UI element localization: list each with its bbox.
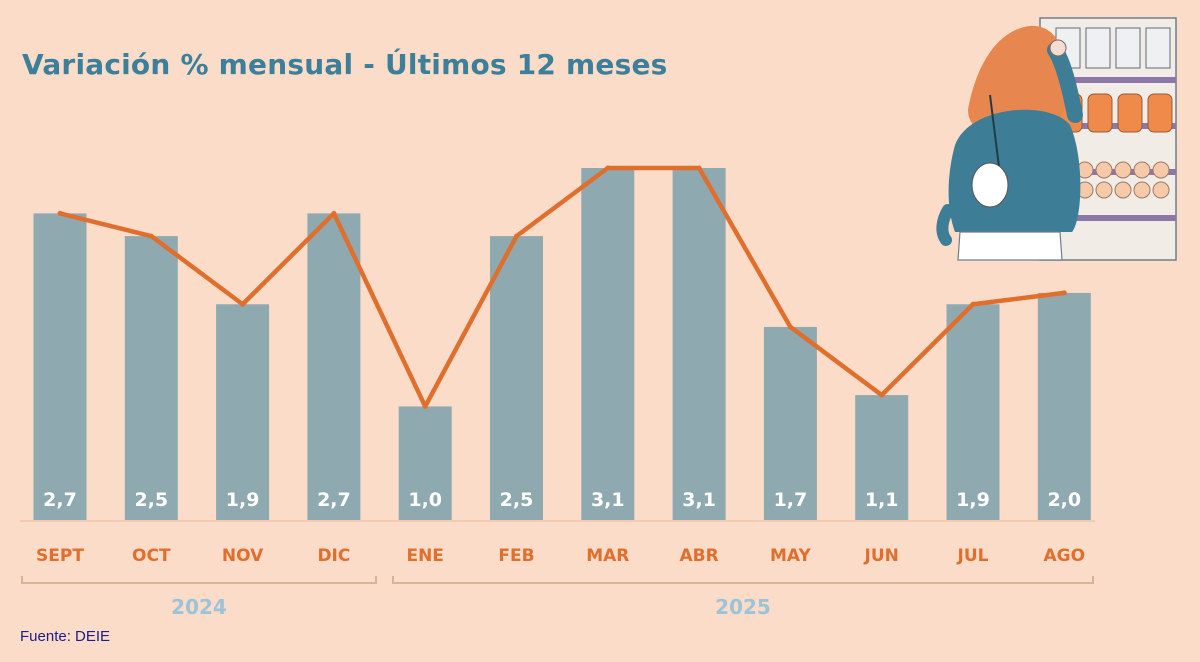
trend-point-abr [696, 165, 702, 171]
bar-may [763, 326, 817, 520]
bar-ago [1037, 292, 1091, 520]
bar-abr [672, 168, 726, 520]
product-fruit [1095, 161, 1113, 179]
trend-point-mar [605, 165, 611, 171]
source-note: Fuente: DEIE [20, 628, 111, 645]
product-fruit [1095, 181, 1113, 199]
trend-point-jul [970, 301, 976, 307]
value-label-oct: 2,5 [134, 489, 168, 511]
trend-point-may [787, 324, 793, 330]
trend-point-ago [1061, 290, 1067, 296]
category-axis: SEPT OCT NOV DIC ENE FEB MAR ABR MAY JUN JUL AGO [36, 546, 1085, 566]
value-label-jun: 1,1 [865, 489, 899, 511]
product-bottle [1147, 93, 1173, 133]
value-label-mar: 3,1 [591, 489, 625, 511]
product-fruit [1152, 161, 1170, 179]
product-box [1145, 27, 1171, 69]
tick-label-nov: NOV [222, 546, 264, 566]
bar-nov [216, 304, 270, 520]
woman-jacket [948, 109, 1081, 232]
tick-label-feb: FEB [498, 546, 534, 566]
bar-sept [33, 213, 87, 520]
bar-oct [124, 236, 178, 520]
trend-point-oct [148, 233, 154, 239]
tick-label-oct: OCT [132, 546, 171, 566]
tick-label-ene: ENE [406, 546, 443, 566]
product-fruit [1114, 161, 1132, 179]
chart-title: Variación % mensual - Últimos 12 meses [22, 48, 668, 81]
year-groups: 2024 2025 [21, 576, 1094, 619]
bar-dic [307, 213, 361, 520]
bars [20, 168, 1095, 522]
value-label-jul: 1,9 [956, 489, 990, 511]
trend-point-feb [514, 233, 519, 239]
value-labels: 2,7 2,5 1,9 2,7 1,0 2,5 3,1 3,1 1,7 1,1 1,9 2,0 [43, 489, 1081, 511]
tick-label-mar: MAR [586, 546, 629, 566]
shopping-bag [971, 162, 1009, 208]
trend-point-nov [240, 301, 246, 307]
tick-label-abr: ABR [679, 546, 718, 566]
bag-strap [989, 94, 1001, 176]
value-label-nov: 1,9 [226, 489, 260, 511]
tick-label-jun: JUN [864, 546, 899, 566]
bar-ene [398, 406, 452, 520]
bar-jul [946, 304, 1000, 520]
tick-label-dic: DIC [317, 546, 350, 566]
year-bracket-2025 [392, 576, 1094, 584]
product-bottle [1087, 93, 1113, 133]
value-label-abr: 3,1 [682, 489, 716, 511]
trend-line-path [57, 165, 1067, 409]
product-bottle [1117, 93, 1143, 133]
product-fruit [1133, 161, 1151, 179]
bar-feb [490, 236, 543, 520]
tick-label-ago: AGO [1044, 546, 1086, 566]
tick-label-jul: JUL [957, 546, 989, 566]
product-fruit [1133, 181, 1151, 199]
value-label-may: 1,7 [774, 489, 808, 511]
woman-shopping-illustration [936, 17, 1177, 261]
trend-point-dic [331, 210, 337, 216]
product-box [1115, 27, 1141, 69]
woman-arm-left [936, 204, 954, 246]
value-label-dic: 2,7 [317, 489, 351, 511]
tick-label-may: MAY [770, 546, 811, 566]
bar-jun [855, 395, 909, 520]
year-label-2025: 2025 [715, 595, 771, 619]
value-label-ago: 2,0 [1047, 489, 1081, 511]
tick-label-sept: SEPT [36, 546, 84, 566]
woman-pants [957, 231, 1063, 261]
product-fruit [1114, 181, 1132, 199]
product-fruit [1152, 181, 1170, 199]
value-label-sept: 2,7 [43, 489, 77, 511]
value-label-ene: 1,0 [408, 489, 442, 511]
trend-point-jun [879, 392, 885, 398]
trend-point-ene [422, 403, 428, 409]
trend-point-sept [57, 210, 63, 216]
trend-line [57, 165, 1067, 409]
bar-mar [581, 168, 635, 520]
woman-hand [1049, 39, 1067, 57]
value-label-feb: 2,5 [500, 489, 534, 511]
product-box [1085, 27, 1111, 69]
year-bracket-2024 [21, 576, 377, 584]
year-label-2024: 2024 [171, 595, 227, 619]
